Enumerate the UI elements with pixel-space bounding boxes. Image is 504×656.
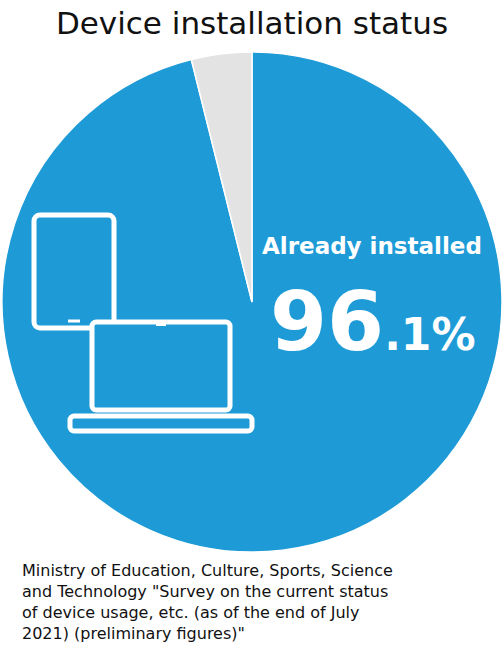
laptop-camera — [156, 324, 166, 326]
pie — [2, 52, 502, 552]
category-label: Already installed — [262, 233, 482, 259]
source-line: of device usage, etc. (as of the end of … — [22, 603, 360, 622]
value-label-decimal: .1% — [384, 309, 475, 360]
value-label: 96.1% — [270, 274, 476, 369]
tablet-icon — [34, 215, 114, 328]
laptop-base — [70, 416, 252, 431]
value-label-main: 96 — [270, 274, 384, 369]
slice — [2, 52, 502, 552]
source-line: Ministry of Education, Culture, Sports, … — [22, 561, 393, 580]
tablet-button — [68, 320, 80, 323]
title: Device installation status — [56, 5, 448, 41]
laptop-screen — [92, 322, 230, 410]
slice — [191, 52, 252, 302]
source-line: and Technology "Survey on the current st… — [22, 582, 388, 601]
chart: Device installation status Already instal… — [0, 0, 504, 656]
source: Ministry of Education, Culture, Sports, … — [22, 561, 393, 643]
source-line: 2021) (preliminary figures)" — [22, 624, 245, 643]
device-icon — [34, 215, 252, 431]
